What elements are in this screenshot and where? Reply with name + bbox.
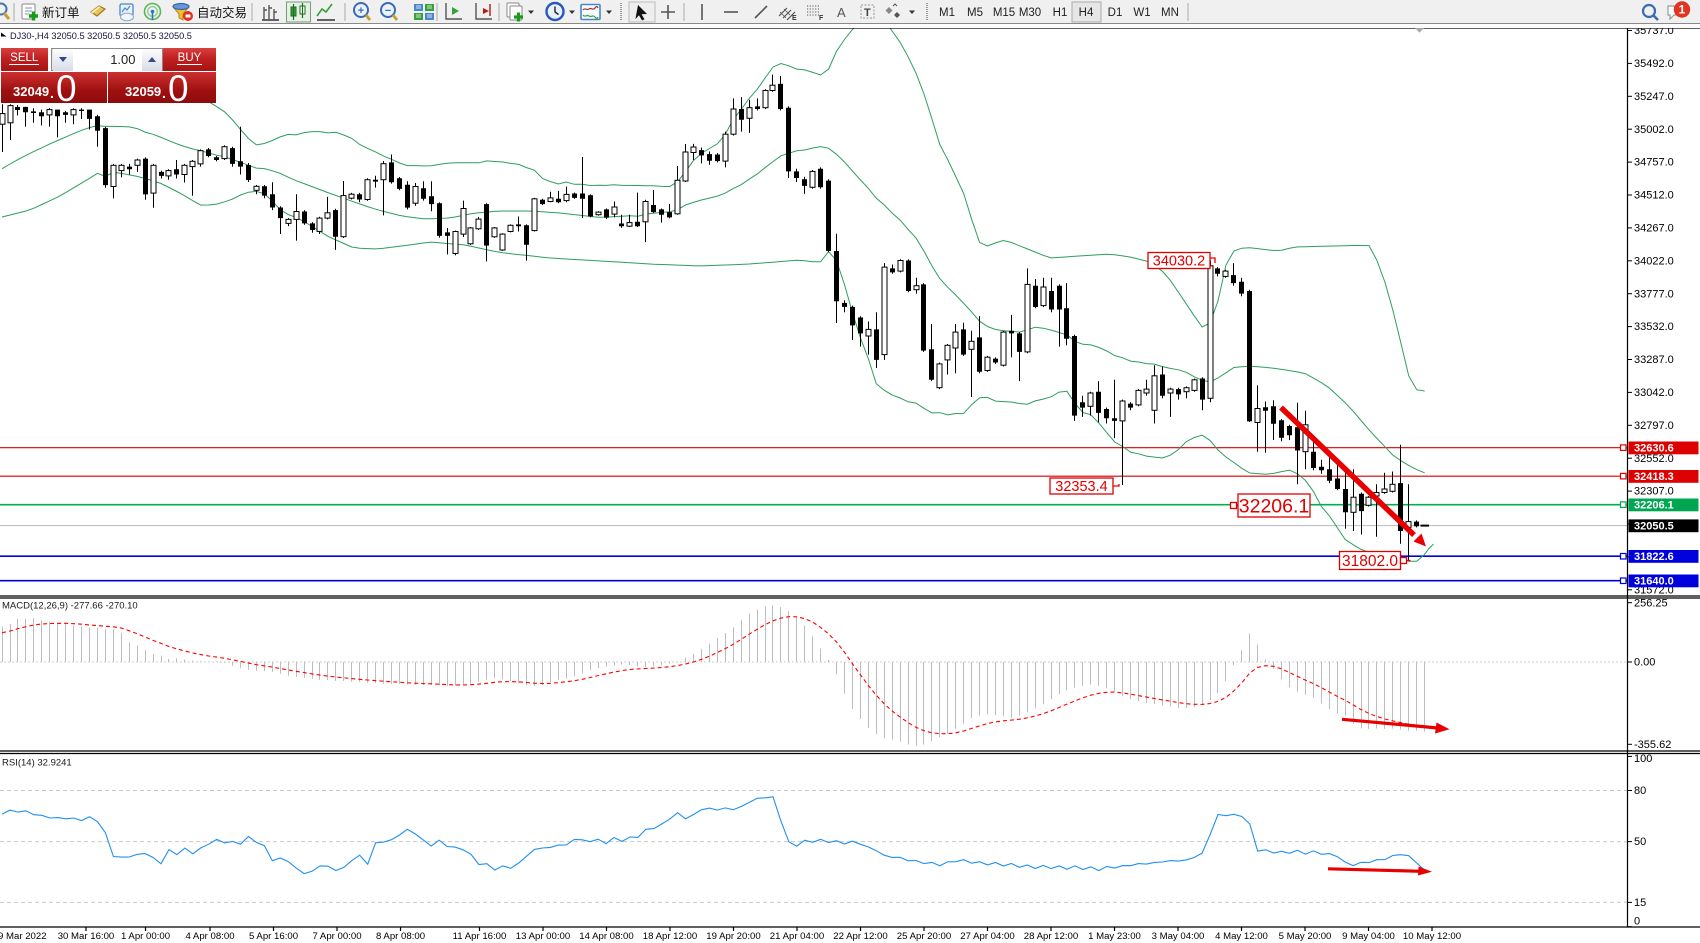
svg-text:18 Apr 12:00: 18 Apr 12:00 (643, 931, 697, 942)
svg-text:9 May 04:00: 9 May 04:00 (1342, 931, 1395, 942)
svg-text:30 Mar 16:00: 30 Mar 16:00 (58, 931, 115, 942)
svg-text:T: T (864, 7, 871, 19)
svg-text:9 Mar 2022: 9 Mar 2022 (0, 931, 47, 942)
svg-text:1 May 23:00: 1 May 23:00 (1088, 931, 1141, 942)
svg-text:DJ30-,H4 32050.5 32050.5 3205: DJ30-,H4 32050.5 32050.5 32050.5 32050.5 (10, 31, 192, 41)
svg-text:D1: D1 (1108, 7, 1123, 19)
svg-text:M1: M1 (939, 7, 955, 19)
svg-text:35492.0: 35492.0 (1634, 58, 1674, 70)
svg-text:11 Apr 16:00: 11 Apr 16:00 (453, 931, 507, 942)
svg-text:22 Apr 12:00: 22 Apr 12:00 (833, 931, 887, 942)
svg-text:F: F (819, 15, 824, 22)
svg-text:−: − (385, 5, 391, 17)
svg-text:5 May 20:00: 5 May 20:00 (1279, 931, 1332, 942)
svg-text:0: 0 (1634, 915, 1640, 927)
svg-text:0.00: 0.00 (1634, 657, 1655, 669)
svg-text:E: E (792, 15, 797, 22)
svg-text:RSI(14) 32.9241: RSI(14) 32.9241 (2, 758, 72, 769)
svg-text:33532.0: 33532.0 (1634, 321, 1674, 333)
svg-text:34030.2: 34030.2 (1153, 254, 1205, 270)
svg-text:32418.3: 32418.3 (1634, 471, 1674, 483)
svg-text:34512.0: 34512.0 (1634, 190, 1674, 202)
svg-text:100: 100 (1634, 753, 1652, 765)
svg-text:32797.0: 32797.0 (1634, 420, 1674, 432)
svg-text:M5: M5 (967, 7, 983, 19)
svg-text:31802.0: 31802.0 (1342, 553, 1398, 570)
svg-text:4 Apr 08:00: 4 Apr 08:00 (185, 931, 234, 942)
svg-text:80: 80 (1634, 785, 1646, 797)
svg-text:H1: H1 (1053, 7, 1068, 19)
svg-text:10 May 12:00: 10 May 12:00 (1403, 931, 1461, 942)
svg-text:32206.1: 32206.1 (1634, 500, 1674, 512)
svg-text:35737.0: 35737.0 (1634, 25, 1674, 37)
svg-text:1: 1 (1679, 3, 1686, 17)
svg-text:M30: M30 (1019, 7, 1041, 19)
svg-text:32307.0: 32307.0 (1634, 486, 1674, 498)
svg-text:自动交易: 自动交易 (197, 5, 247, 20)
svg-text:1 Apr 00:00: 1 Apr 00:00 (121, 931, 170, 942)
svg-text:28 Apr 12:00: 28 Apr 12:00 (1024, 931, 1078, 942)
svg-text:34022.0: 34022.0 (1634, 255, 1674, 267)
svg-text:4 May 12:00: 4 May 12:00 (1215, 931, 1268, 942)
svg-text:+: + (358, 5, 364, 17)
svg-text:19 Apr 20:00: 19 Apr 20:00 (706, 931, 760, 942)
svg-text:5 Apr 16:00: 5 Apr 16:00 (249, 931, 298, 942)
svg-text:A: A (837, 5, 846, 20)
svg-text:32353.4: 32353.4 (1055, 479, 1107, 495)
svg-text:MN: MN (1161, 7, 1179, 19)
svg-text:34757.0: 34757.0 (1634, 157, 1674, 169)
svg-text:32630.6: 32630.6 (1634, 443, 1674, 455)
svg-text:H4: H4 (1079, 7, 1094, 19)
svg-text:M15: M15 (993, 7, 1015, 19)
svg-text:3 May 04:00: 3 May 04:00 (1152, 931, 1205, 942)
svg-text:25 Apr 20:00: 25 Apr 20:00 (897, 931, 951, 942)
svg-text:13 Apr 00:00: 13 Apr 00:00 (516, 931, 570, 942)
svg-text:W1: W1 (1133, 7, 1150, 19)
svg-text:14 Apr 08:00: 14 Apr 08:00 (579, 931, 633, 942)
svg-text:33042.0: 33042.0 (1634, 387, 1674, 399)
svg-text:31572.0: 31572.0 (1634, 584, 1674, 596)
svg-text:35247.0: 35247.0 (1634, 91, 1674, 103)
svg-text:15: 15 (1634, 897, 1646, 909)
svg-text:32552.0: 32552.0 (1634, 453, 1674, 465)
svg-text:31640.0: 31640.0 (1634, 576, 1674, 588)
svg-text:33287.0: 33287.0 (1634, 354, 1674, 366)
svg-text:33777.0: 33777.0 (1634, 288, 1674, 300)
svg-text:32206.1: 32206.1 (1239, 496, 1310, 518)
svg-text:8 Apr 08:00: 8 Apr 08:00 (376, 931, 425, 942)
svg-text:256.25: 256.25 (1634, 597, 1668, 609)
svg-text:34267.0: 34267.0 (1634, 223, 1674, 235)
svg-text:35002.0: 35002.0 (1634, 124, 1674, 136)
svg-text:32050.5: 32050.5 (1634, 520, 1674, 532)
svg-text:31822.6: 31822.6 (1634, 551, 1674, 563)
svg-text:7 Apr 00:00: 7 Apr 00:00 (312, 931, 361, 942)
svg-text:21 Apr 04:00: 21 Apr 04:00 (770, 931, 824, 942)
svg-text:新订单: 新订单 (42, 5, 80, 20)
svg-text:27 Apr 04:00: 27 Apr 04:00 (960, 931, 1014, 942)
svg-text:MACD(12,26,9) -277.66 -270.10: MACD(12,26,9) -277.66 -270.10 (2, 601, 138, 612)
svg-text:-355.62: -355.62 (1634, 739, 1671, 751)
svg-text:50: 50 (1634, 836, 1646, 848)
